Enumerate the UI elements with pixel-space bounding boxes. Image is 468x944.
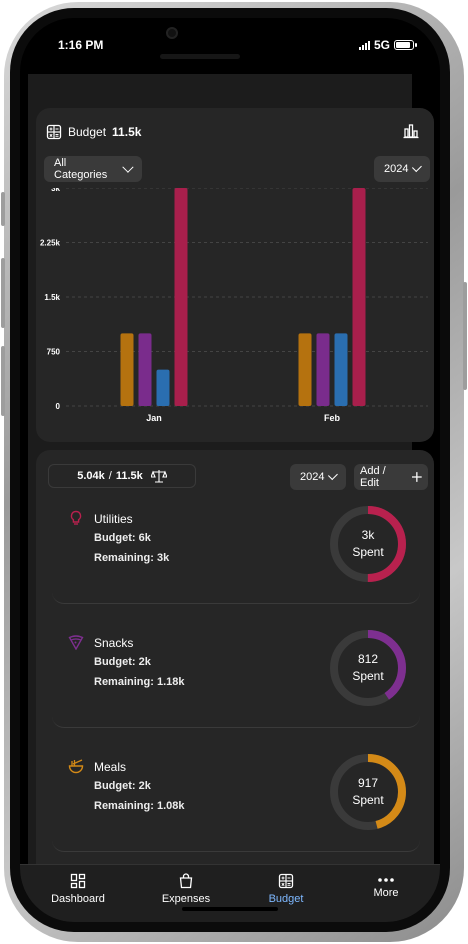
- budget-item-meals[interactable]: Meals Budget: 2k Remaining: 1.08k 917 Spent: [52, 734, 420, 852]
- screen: 1:16 PM 5G Budget 11.5k All Categories 2…: [20, 18, 440, 922]
- bar-jan-0: [120, 333, 134, 406]
- donut-label: 917 Spent: [328, 752, 408, 832]
- add-edit-button[interactable]: Add / Edit: [354, 464, 428, 490]
- status-bar: 1:16 PM 5G: [20, 18, 440, 74]
- budget-bar-chart: 0 750 1.5k 2.25k 3k Jan Feb: [40, 188, 428, 423]
- nav-dashboard-label: Dashboard: [51, 893, 105, 905]
- network-label: 5G: [373, 38, 390, 52]
- spent-donut-arc: [330, 630, 406, 706]
- balance-scale-icon: [150, 470, 167, 483]
- chart-total: 11.5k: [112, 125, 142, 139]
- noodle-bowl-icon: [68, 759, 84, 774]
- dashboard-icon: [70, 873, 86, 889]
- budget-item-remaining: Remaining: 1.08k: [94, 800, 185, 812]
- chart-year-dropdown[interactable]: 2024: [374, 156, 430, 182]
- battery-icon: [394, 40, 417, 50]
- bar-chart-icon[interactable]: [402, 122, 420, 140]
- bar-jan-2: [156, 369, 170, 406]
- y-tick-label: 750: [47, 348, 61, 357]
- total-spent: 5.04k: [77, 470, 105, 482]
- bar-jan-1: [138, 333, 152, 406]
- bar-feb-0: [298, 333, 312, 406]
- shopping-bag-icon: [179, 873, 193, 889]
- home-indicator: [182, 907, 278, 911]
- bar-feb-1: [316, 333, 330, 406]
- status-time: 1:16 PM: [58, 38, 104, 52]
- budget-item-utilities[interactable]: Utilities Budget: 6k Remaining: 3k 3k Spent: [52, 486, 420, 604]
- y-tick-label: 2.25k: [40, 239, 61, 248]
- nav-expenses-label: Expenses: [161, 893, 211, 905]
- lightbulb-icon: [70, 510, 82, 525]
- budget-list-card: 5.04k / 11.5k 2024 Add / Edit Utilities B…: [36, 450, 434, 890]
- y-tick-label: 0: [56, 402, 61, 411]
- budget-item-name: Meals: [94, 760, 127, 774]
- spent-value: 917: [357, 776, 379, 790]
- plus-icon: [412, 472, 422, 482]
- action-button: [1, 192, 5, 226]
- spent-label: Spent: [352, 793, 384, 807]
- power-button: [463, 282, 467, 390]
- budget-item-name: Utilities: [94, 512, 133, 526]
- chart-title: Budget: [68, 125, 107, 139]
- spent-donut-arc: [330, 506, 406, 582]
- budget-item-snacks[interactable]: Snacks Budget: 2k Remaining: 1.18k 812 Spent: [52, 610, 420, 728]
- list-year-label: 2024: [300, 471, 325, 483]
- budget-item-budget: Budget: 6k: [94, 532, 151, 544]
- category-filter-label: All Categories: [54, 157, 108, 181]
- nav-budget[interactable]: Budget: [246, 873, 326, 905]
- budget-item-remaining: Remaining: 1.18k: [94, 676, 185, 688]
- calculator-icon: [46, 124, 62, 140]
- donut-label: 812 Spent: [328, 628, 408, 708]
- spent-label: Spent: [352, 545, 384, 559]
- spent-donut-chart: [330, 754, 406, 830]
- summary-separator: /: [108, 470, 112, 482]
- nav-more[interactable]: More: [346, 877, 426, 899]
- chevron-down-icon: [122, 161, 134, 173]
- front-camera: [166, 27, 178, 39]
- status-indicators: 5G: [358, 38, 417, 52]
- category-filter-dropdown[interactable]: All Categories: [44, 156, 142, 182]
- nav-dashboard[interactable]: Dashboard: [38, 873, 118, 905]
- spent-value: 3k: [361, 528, 375, 542]
- more-icon: [378, 878, 394, 882]
- donut-label: 3k Spent: [328, 504, 408, 584]
- budget-item-name: Snacks: [94, 636, 134, 650]
- signal-icon: [358, 40, 370, 50]
- nav-budget-label: Budget: [268, 893, 304, 905]
- x-tick-label: Feb: [324, 413, 341, 423]
- y-tick-label: 3k: [51, 188, 60, 193]
- budget-screen: Budget 11.5k All Categories 2024 0 750 1.5…: [28, 74, 434, 890]
- bar-jan-3: [174, 188, 188, 406]
- budget-summary: 5.04k / 11.5k: [48, 464, 196, 488]
- add-edit-label: Add / Edit: [360, 465, 386, 489]
- spent-donut-arc: [330, 754, 406, 830]
- budget-item-budget: Budget: 2k: [94, 780, 151, 792]
- spent-value: 812: [357, 652, 379, 666]
- chevron-down-icon: [412, 162, 423, 172]
- bottom-nav: Dashboard Expenses Budget More: [20, 864, 440, 922]
- nav-expenses[interactable]: Expenses: [146, 873, 226, 905]
- chevron-down-icon: [328, 470, 339, 480]
- total-budget: 11.5k: [115, 470, 143, 482]
- chart-year-label: 2024: [384, 163, 409, 175]
- bar-feb-3: [352, 188, 366, 406]
- budget-chart-card: Budget 11.5k All Categories 2024 0 750 1.5…: [36, 108, 434, 442]
- bar-feb-2: [334, 333, 348, 406]
- list-year-dropdown[interactable]: 2024: [290, 464, 346, 490]
- pizza-icon: [68, 635, 84, 650]
- y-tick-label: 1.5k: [44, 293, 60, 302]
- spent-label: Spent: [352, 669, 384, 683]
- chart-card-header: Budget 11.5k: [46, 124, 141, 140]
- budget-item-remaining: Remaining: 3k: [94, 552, 170, 564]
- nav-more-label: More: [373, 887, 399, 899]
- spent-donut-chart: [330, 630, 406, 706]
- calculator-icon: [278, 873, 294, 889]
- x-tick-label: Jan: [146, 413, 162, 423]
- budget-item-budget: Budget: 2k: [94, 656, 151, 668]
- volume-up-button: [1, 258, 5, 328]
- dynamic-island-bar: [160, 54, 240, 59]
- spent-donut-chart: [330, 506, 406, 582]
- volume-down-button: [1, 346, 5, 416]
